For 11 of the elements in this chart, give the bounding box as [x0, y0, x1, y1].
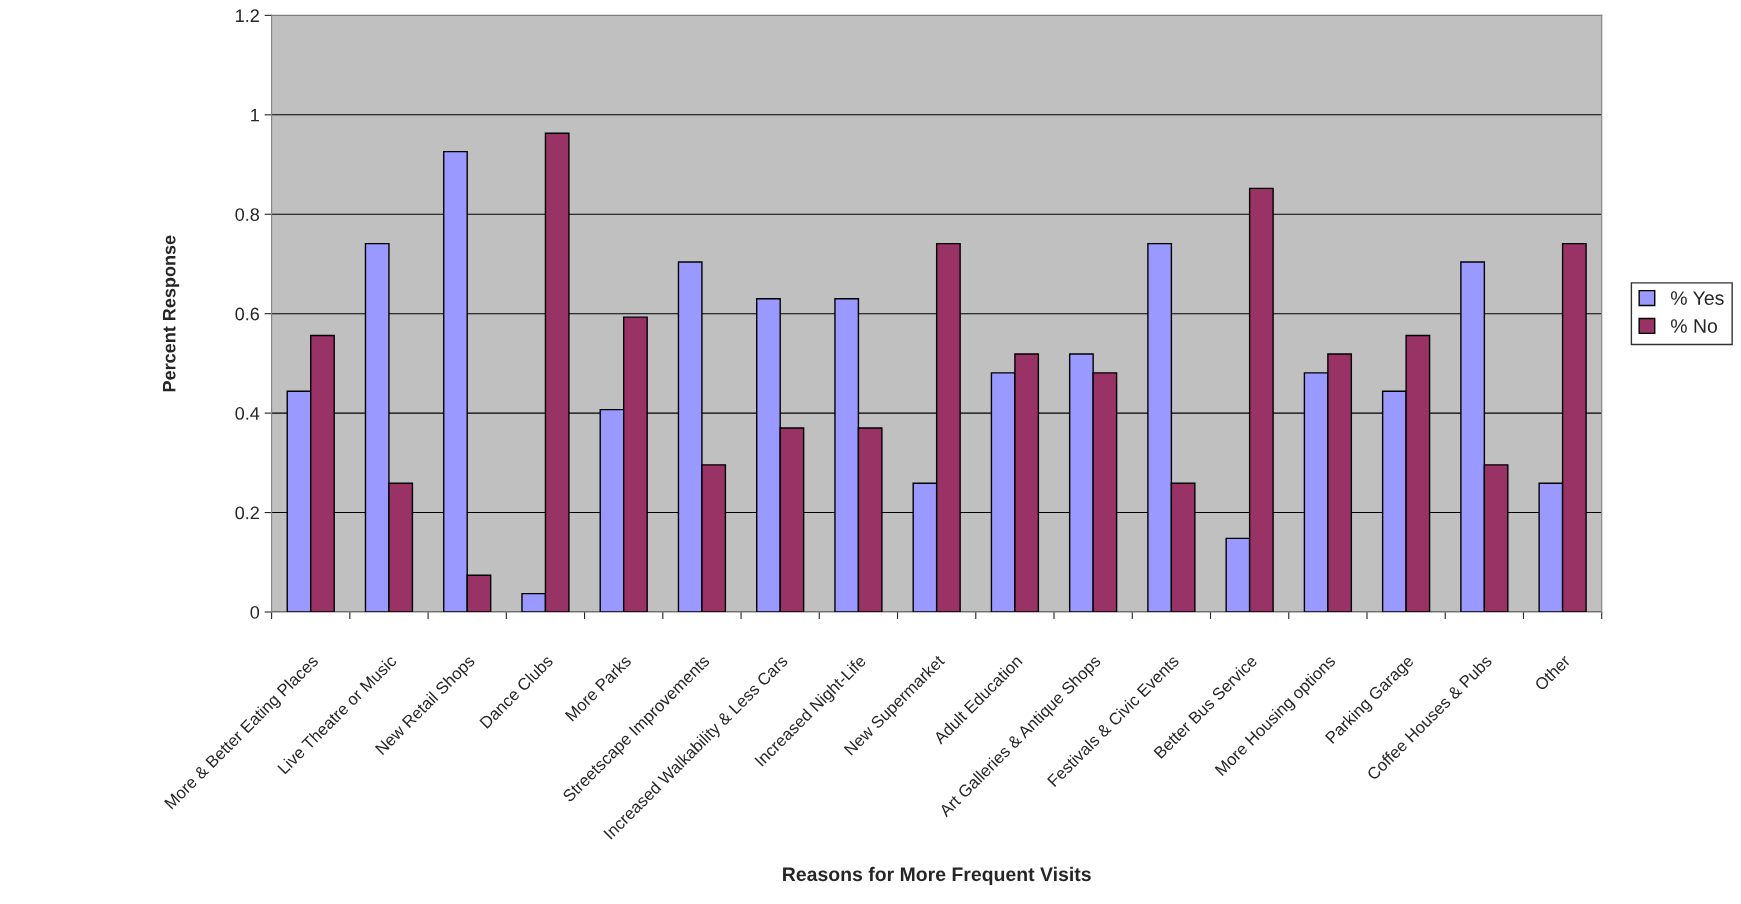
y-tick-label: 0.4: [235, 407, 260, 420]
y-tick-label: 0: [250, 605, 260, 619]
y-tick-label: 0.8: [235, 208, 260, 221]
y-axis-title: Percent Response: [162, 235, 180, 392]
x-axis-title: Reasons for More Frequent Visits: [783, 866, 1091, 885]
legend-label: % No: [1670, 319, 1718, 333]
y-tick-label: 0.2: [235, 506, 259, 520]
y-tick-label: 1: [251, 108, 259, 122]
y-tick-label: 1.2: [236, 9, 259, 22]
legend-label: % Yes: [1670, 291, 1724, 305]
y-tick-label: 0.6: [235, 307, 259, 321]
